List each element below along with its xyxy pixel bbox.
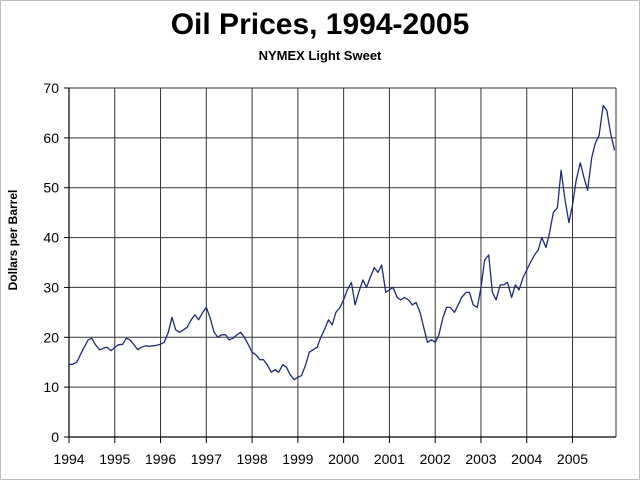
y-tick-label: 40 [43,230,59,246]
x-tick-label: 2003 [465,451,496,467]
y-tick-label: 30 [43,279,59,295]
y-tick-label: 10 [43,379,59,395]
chart-title: Oil Prices, 1994-2005 [170,8,470,41]
x-tick-label: 2004 [511,451,542,467]
x-tick-label: 1998 [237,451,268,467]
axes [64,87,616,443]
x-tick-label: 1995 [99,451,130,467]
x-tick-label: 1997 [191,451,222,467]
y-tick-label: 70 [43,80,59,96]
y-tick-label: 50 [43,180,59,196]
y-tick-label: 0 [51,429,59,445]
x-tick-label: 1996 [145,451,176,467]
series-group [68,104,616,381]
x-tick-label: 2005 [557,451,588,467]
grid-lines [69,87,617,437]
chart-subtitle: NYMEX Light Sweet [258,48,382,63]
x-tick-label: 2002 [420,451,451,467]
x-tick-label: 2001 [374,451,405,467]
x-tick-label: 1994 [53,451,84,467]
x-tick-label: 2000 [328,451,359,467]
y-tick-label: 20 [43,329,59,345]
series-line [68,104,616,381]
x-tick-label: 1999 [282,451,313,467]
tick-labels: 0 10 20 30 40 50 60 70 1994 1995 1996 1997 1998 1999 2… [43,80,588,467]
y-tick-label: 60 [43,130,59,146]
